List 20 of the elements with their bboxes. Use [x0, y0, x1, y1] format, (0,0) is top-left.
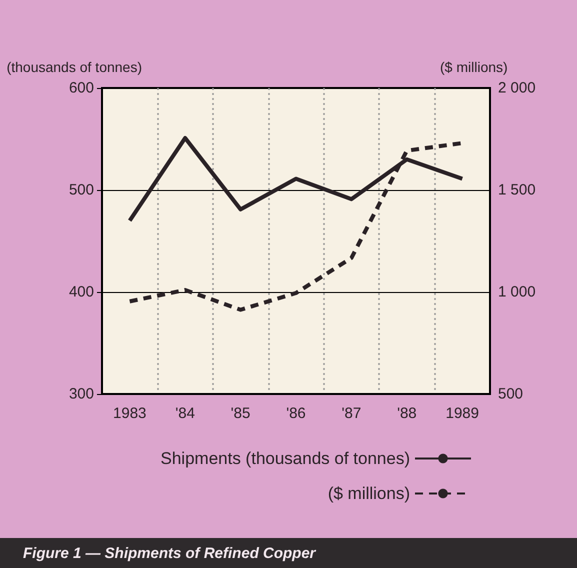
- y-axis-title: (thousands of tonnes): [6, 59, 142, 75]
- x-tick-label: 1983: [113, 405, 146, 422]
- y-tick-label: 600: [68, 80, 94, 96]
- y2-tick-label: 1 500: [498, 182, 536, 198]
- y-tick-label: 500: [68, 182, 94, 198]
- x-tick-label: '87: [342, 405, 362, 422]
- x-tick-label: '88: [397, 405, 417, 422]
- y2-tick-label: 1 000: [498, 284, 536, 300]
- text: Figure 1 — Shipments of Refined Copper: [23, 545, 317, 562]
- x-tick-label: 1989: [446, 405, 479, 422]
- y-tick-label: 300: [68, 386, 94, 402]
- x-tick-label: '86: [286, 405, 306, 422]
- x-tick-label: '85: [230, 405, 250, 422]
- y2-tick-label: 500: [498, 386, 524, 402]
- legend-label: Shipments (thousands of tonnes): [160, 449, 410, 468]
- y-tick-label: 400: [68, 284, 94, 300]
- legend-label: ($ millions): [328, 484, 410, 503]
- x-tick-label: '84: [175, 405, 195, 422]
- y2-axis-title: ($ millions): [440, 59, 508, 75]
- y2-tick-label: 2 000: [498, 80, 536, 96]
